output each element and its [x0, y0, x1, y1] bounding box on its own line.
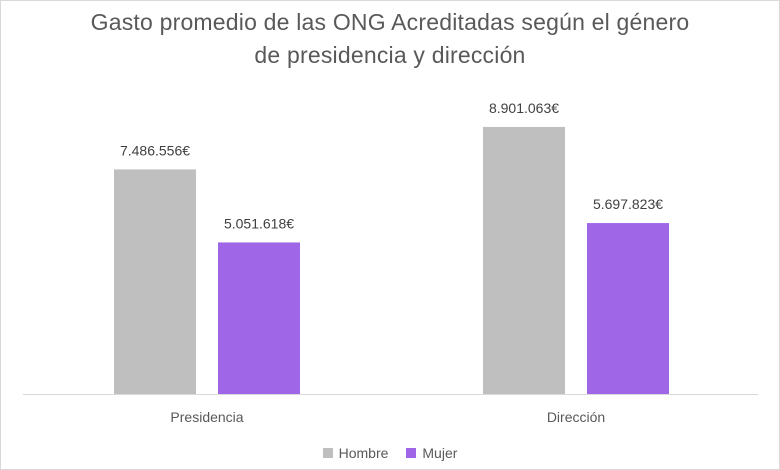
bar-hombre-direccion — [483, 126, 565, 394]
bar-mujer-presidencia — [218, 242, 300, 394]
data-label-hombre-direccion: 8.901.063€ — [489, 100, 559, 116]
x-tick-label-presidencia: Presidencia — [170, 409, 243, 425]
chart-title-line-1: Gasto promedio de las ONG Acreditadas se… — [90, 9, 690, 35]
bar-hombre-presidencia — [114, 169, 196, 394]
bar-mujer-direccion — [587, 223, 669, 394]
legend-item-mujer: Mujer — [406, 445, 457, 461]
legend-label-hombre: Hombre — [338, 445, 389, 461]
data-label-hombre-presidencia: 7.486.556€ — [120, 142, 190, 158]
legend-swatch-hombre — [322, 448, 333, 458]
data-label-mujer-direccion: 5.697.823€ — [593, 196, 663, 212]
legend-swatch-mujer — [406, 448, 417, 458]
chart-legend: Hombre Mujer — [1, 445, 779, 461]
data-label-mujer-presidencia: 5.051.618€ — [224, 215, 294, 231]
legend-label-mujer: Mujer — [422, 445, 458, 461]
x-tick-label-direccion: Dirección — [547, 409, 605, 425]
legend-item-hombre: Hombre — [322, 445, 389, 461]
chart-title-line-2: de presidencia y dirección — [254, 42, 526, 68]
